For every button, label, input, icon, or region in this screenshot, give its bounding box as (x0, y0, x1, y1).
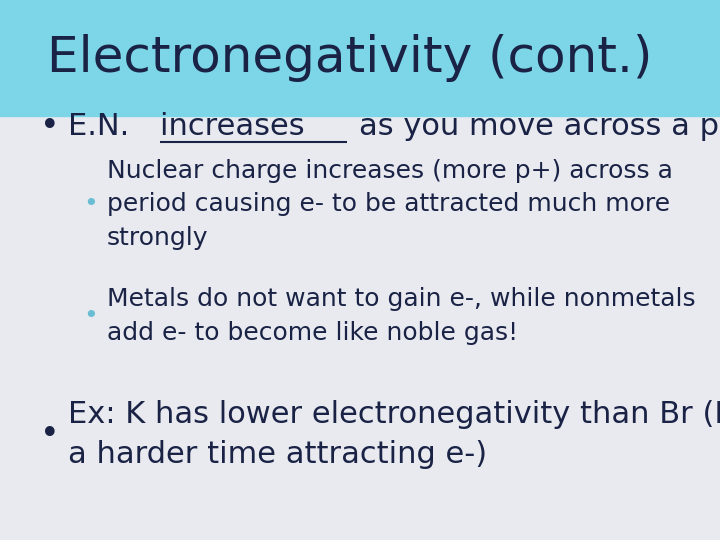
Text: E.N.: E.N. (68, 112, 140, 141)
Text: Nuclear charge increases (more p+) across a
period causing e- to be attracted mu: Nuclear charge increases (more p+) acros… (107, 159, 672, 249)
Text: Metals do not want to gain e-, while nonmetals
add e- to become like noble gas!: Metals do not want to gain e-, while non… (107, 287, 696, 345)
Text: •: • (40, 110, 59, 144)
Text: Ex: K has lower electronegativity than Br (K has
a harder time attracting e-): Ex: K has lower electronegativity than B… (68, 400, 720, 469)
Text: •: • (83, 192, 97, 216)
Text: Electronegativity (cont.): Electronegativity (cont.) (47, 34, 652, 82)
Text: •: • (40, 418, 59, 451)
FancyBboxPatch shape (0, 0, 720, 116)
Text: as you move across a period: as you move across a period (359, 112, 720, 141)
Text: •: • (83, 304, 97, 328)
Text: increases: increases (160, 112, 315, 141)
